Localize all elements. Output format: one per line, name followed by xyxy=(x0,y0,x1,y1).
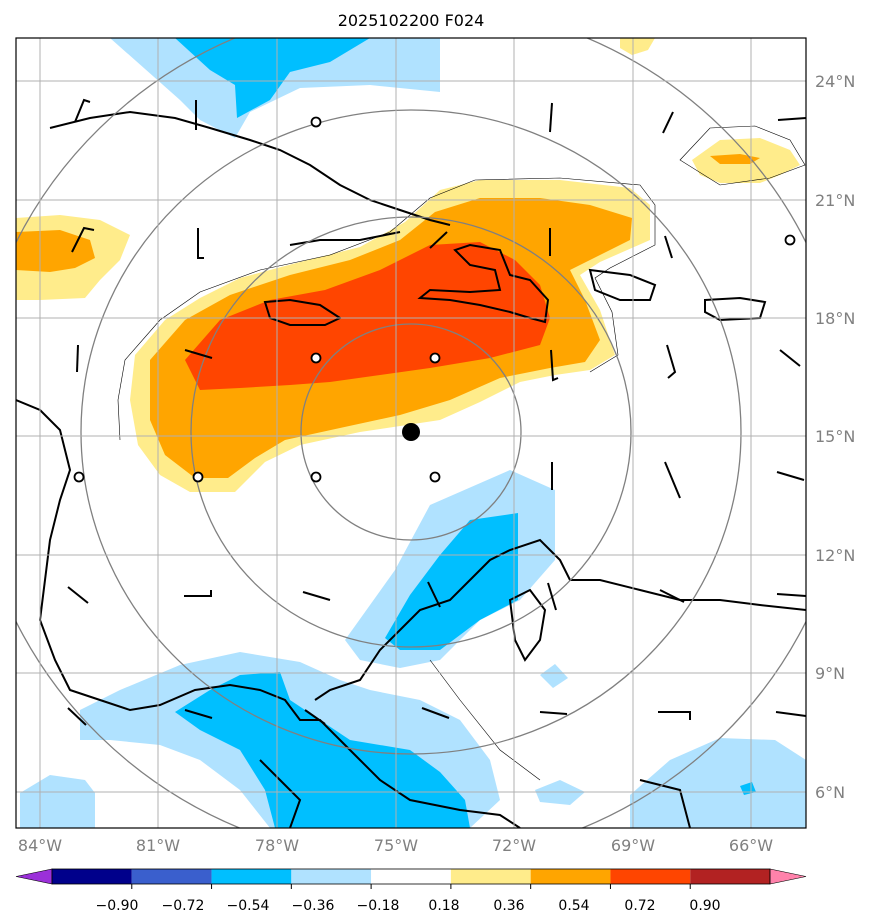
lon-label: 78°W xyxy=(255,836,299,855)
map-frame xyxy=(15,37,807,829)
colorbar-segment xyxy=(371,869,451,884)
negative-anomaly-southeast xyxy=(630,738,806,828)
colorbar-segment xyxy=(291,869,372,884)
hispaniola-coast xyxy=(417,243,550,324)
calm-station-marker xyxy=(192,471,204,483)
colorbar-segment xyxy=(610,869,691,884)
colorbar-extend-high xyxy=(769,868,807,885)
colorbar-tick-label: 0.54 xyxy=(558,898,589,914)
colorbar-ticks: −0.90 −0.72 −0.54 −0.36 −0.18 0.18 0.36 … xyxy=(96,898,721,914)
longitude-labels: 84°W 81°W 78°W 75°W 72°W 69°W 66°W xyxy=(18,836,773,855)
colorbar-tick-label: 0.18 xyxy=(428,898,459,914)
strong-negative-caribbean xyxy=(385,513,518,650)
latitude-labels: 24°N 21°N 18°N 15°N 12°N 9°N 6°N xyxy=(815,72,855,802)
lon-label: 81°W xyxy=(136,836,180,855)
colorbar-outline xyxy=(51,868,771,885)
strong-negative-north xyxy=(175,38,370,118)
guyana-coast xyxy=(639,779,691,828)
colorbar-tick-label: −0.36 xyxy=(292,898,335,914)
lon-label: 75°W xyxy=(374,836,418,855)
colorbar-tick-label: −0.54 xyxy=(227,898,270,914)
wind-barbs xyxy=(67,98,806,726)
lat-label: 15°N xyxy=(815,427,855,446)
lat-label: 18°N xyxy=(815,309,855,328)
gridlines xyxy=(16,38,806,828)
lat-label: 6°N xyxy=(815,783,845,802)
lon-label: 66°W xyxy=(729,836,773,855)
storm-center-marker xyxy=(402,423,420,441)
central-america-coast xyxy=(16,399,521,828)
colorbar-segment xyxy=(450,869,531,884)
range-rings xyxy=(16,38,806,828)
colorbar-segment xyxy=(690,869,770,884)
puerto-rico-coast xyxy=(588,268,657,301)
calm-station-marker xyxy=(784,234,796,246)
lat-label: 21°N xyxy=(815,191,855,210)
colorbar-tick-label: 0.72 xyxy=(624,898,655,914)
colorbar-tick-label: 0.90 xyxy=(689,898,720,914)
lon-label: 84°W xyxy=(18,836,62,855)
lat-label: 24°N xyxy=(815,72,855,91)
lon-label: 69°W xyxy=(611,836,655,855)
moderate-positive-east xyxy=(710,154,760,164)
calm-station-marker xyxy=(310,352,322,364)
colorbar-segment xyxy=(530,869,611,884)
venezuela-lake xyxy=(508,588,547,662)
jamaica-coast xyxy=(263,298,343,326)
moderate-positive-west xyxy=(16,230,95,272)
calm-station-marker xyxy=(310,471,322,483)
negative-anomaly-islet xyxy=(540,664,568,688)
colorbar-segment xyxy=(131,869,212,884)
colorbar-tick-label: −0.90 xyxy=(96,898,139,914)
calm-station-marker xyxy=(429,352,441,364)
strong-positive-main xyxy=(185,242,550,390)
colorbar-tick-label: 0.36 xyxy=(493,898,524,914)
colorbar-tick-label: −0.18 xyxy=(357,898,400,914)
colorbar-segment xyxy=(211,869,292,884)
colorbar-tick-label: −0.72 xyxy=(162,898,205,914)
calm-station-marker xyxy=(429,471,441,483)
negative-anomaly-southwest xyxy=(20,775,95,828)
panama-isthmus xyxy=(259,759,302,828)
calm-station-marker xyxy=(310,116,322,128)
calm-station-marker xyxy=(73,471,85,483)
contour-outlines xyxy=(117,125,806,781)
colorbar-segment xyxy=(52,869,132,884)
lat-label: 12°N xyxy=(815,546,855,565)
calm-station-markers xyxy=(73,116,796,483)
map-area xyxy=(16,38,806,828)
colorbar xyxy=(15,868,807,889)
positive-anomaly-top xyxy=(620,38,655,55)
map-title: 2025102200 F024 xyxy=(338,11,485,30)
lat-label: 9°N xyxy=(815,664,845,683)
colorbar-extend-low xyxy=(15,868,53,885)
lon-label: 72°W xyxy=(492,836,536,855)
